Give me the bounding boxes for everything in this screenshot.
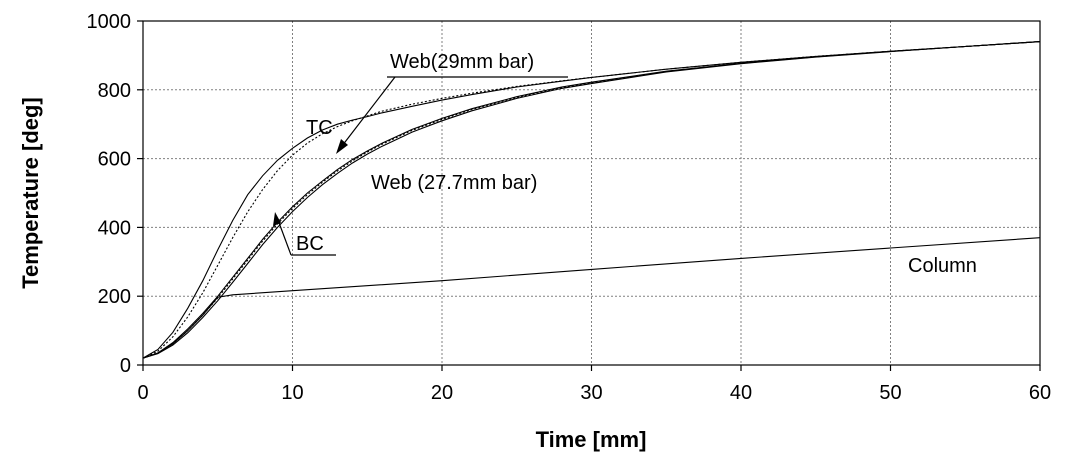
axis-layer: Temperature [deg] Time [mm] 020040060080… (18, 11, 1051, 452)
bc-arrow-line (277, 219, 292, 256)
x-tick-label: 50 (879, 382, 901, 404)
y-axis-title: Temperature [deg] (18, 97, 43, 289)
series-line-series-2 (142, 41, 1041, 359)
y-tick-label: 200 (98, 286, 131, 308)
x-tick-label: 30 (580, 382, 602, 404)
annotation-tc: TC (306, 117, 333, 139)
annotation-web-29mm: Web(29mm bar) (390, 51, 534, 73)
x-tick-label: 20 (431, 382, 453, 404)
annotation-layer: TC Web(29mm bar) Web (27.7mm bar) BC Col… (273, 51, 977, 277)
annotation-web-27-7mm: Web (27.7mm bar) (371, 172, 537, 194)
y-tick-label: 400 (98, 217, 131, 239)
y-tick-label: 1000 (87, 11, 132, 33)
annotation-bc: BC (296, 233, 324, 255)
y-tick-label: 800 (98, 80, 131, 102)
y-tick-label: 0 (120, 355, 131, 377)
x-tick-label: 60 (1029, 382, 1051, 404)
series-layer (142, 41, 1041, 359)
y-tick-label: 600 (98, 149, 131, 171)
x-tick-label: 40 (730, 382, 752, 404)
annotation-column: Column (908, 255, 977, 277)
x-axis-title: Time [mm] (536, 427, 647, 452)
series-line-web-27-7mm-bar (142, 41, 1041, 359)
series-line-column (142, 237, 1041, 359)
grid-layer (142, 20, 1041, 366)
x-tick-label: 10 (281, 382, 303, 404)
x-tick-label: 0 (137, 382, 148, 404)
web29-arrowhead (336, 139, 348, 154)
web29-arrow-line (341, 76, 396, 147)
bc-arrowhead (273, 212, 281, 226)
